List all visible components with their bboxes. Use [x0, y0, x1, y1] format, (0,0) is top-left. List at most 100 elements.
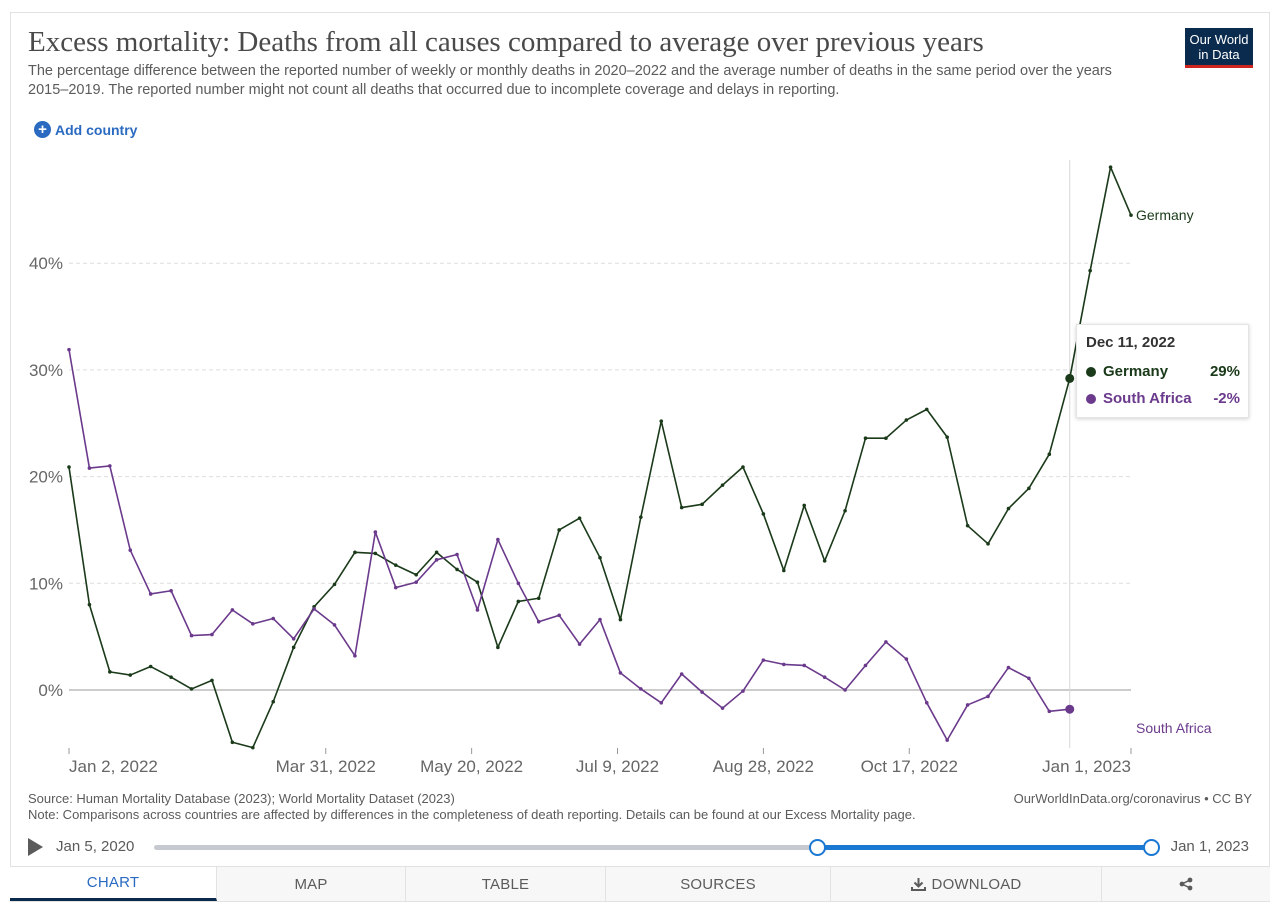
data-point	[639, 515, 643, 519]
data-point	[271, 616, 276, 621]
x-tick-label: Aug 28, 2022	[713, 757, 814, 776]
timeline-end-handle[interactable]	[1143, 839, 1160, 856]
data-point	[1129, 213, 1133, 217]
tooltip-row-germany: Germany 29%	[1086, 358, 1240, 385]
data-point	[393, 563, 398, 567]
data-point	[210, 632, 214, 637]
data-point	[965, 703, 970, 707]
data-point	[1108, 165, 1113, 169]
tooltip: Dec 11, 2022 Germany 29% South Africa -2…	[1076, 324, 1249, 418]
axis-layer: 0% 10% 20% 30% 40% Jan 2, 2022 Mar 31, 2022 May…	[29, 254, 1132, 776]
data-point	[1027, 486, 1031, 491]
data-point	[577, 516, 582, 521]
tooltip-series-value: -2%	[1213, 390, 1240, 407]
data-point	[108, 464, 112, 468]
data-point	[536, 596, 541, 601]
data-point	[577, 642, 582, 646]
data-point	[475, 608, 480, 612]
data-point	[108, 670, 112, 674]
data-point	[353, 654, 357, 658]
data-point	[884, 436, 888, 440]
tooltip-series-value: 29%	[1209, 363, 1240, 380]
add-country-button[interactable]: + Add country	[34, 121, 137, 138]
data-point	[720, 706, 725, 710]
data-point	[863, 436, 868, 440]
data-point	[904, 657, 909, 661]
source-text: Source: Human Mortality Database (2023);…	[28, 791, 455, 806]
data-point	[761, 658, 766, 662]
data-point	[782, 568, 786, 573]
tooltip-series-name: Germany	[1103, 363, 1169, 380]
data-point	[271, 699, 276, 704]
data-point	[986, 542, 990, 546]
data-point	[496, 645, 500, 650]
data-point	[618, 617, 623, 622]
tab-chart[interactable]: CHART	[10, 867, 217, 901]
data-point	[1047, 709, 1052, 714]
data-point	[741, 689, 745, 693]
data-point	[189, 687, 194, 691]
data-point	[332, 623, 337, 627]
tab-sources[interactable]: SOURCES	[606, 867, 831, 901]
data-point	[802, 503, 807, 508]
tab-download[interactable]: DOWNLOAD	[831, 867, 1102, 901]
data-point	[802, 663, 807, 668]
credit-link[interactable]: OurWorldInData.org/coronavirus • CC BY	[1013, 791, 1252, 806]
data-point	[557, 613, 561, 618]
data-point	[536, 619, 541, 624]
data-point	[496, 537, 500, 542]
x-tick-label: Jul 9, 2022	[576, 757, 659, 776]
owid-logo[interactable]: Our World in Data	[1185, 28, 1253, 68]
data-point	[618, 671, 623, 675]
data-point	[679, 505, 684, 510]
data-point	[455, 567, 459, 572]
data-point	[332, 582, 337, 587]
data-point	[373, 551, 378, 556]
data-point	[924, 701, 929, 705]
tab-map[interactable]: MAP	[217, 867, 406, 901]
y-tick-label: 30%	[29, 361, 63, 380]
data-point	[67, 347, 71, 352]
timeline-start-handle[interactable]	[809, 839, 826, 856]
data-point	[1088, 268, 1092, 273]
data-point	[373, 530, 378, 534]
data-point	[230, 608, 235, 612]
chart-subtitle: The percentage difference between the re…	[28, 63, 1112, 98]
highlight-point	[1065, 704, 1075, 714]
data-point	[414, 572, 418, 577]
data-point	[475, 580, 480, 585]
download-icon	[910, 878, 926, 891]
data-point	[782, 662, 786, 667]
data-point	[720, 483, 725, 487]
data-point	[210, 678, 214, 683]
play-icon[interactable]	[28, 838, 43, 856]
y-tick-label: 20%	[29, 468, 63, 487]
data-point	[67, 465, 71, 469]
data-point	[843, 508, 847, 513]
timeline-selected-range	[817, 845, 1151, 850]
logo-line-2: in Data	[1198, 47, 1240, 62]
tab-table[interactable]: TABLE	[406, 867, 606, 901]
data-point	[251, 622, 255, 626]
data-point	[1006, 665, 1011, 670]
tab-bar: CHART MAP TABLE SOURCES DOWNLOAD	[10, 866, 1270, 901]
data-point	[639, 687, 643, 691]
share-icon	[1179, 877, 1193, 891]
data-point	[1047, 452, 1052, 456]
data-point	[516, 599, 521, 604]
series-line-south-africa	[68, 349, 1070, 741]
data-point	[761, 512, 766, 516]
data-point	[189, 633, 194, 638]
data-point	[353, 550, 357, 555]
timeline-track[interactable]	[154, 839, 1160, 856]
data-point	[128, 548, 133, 553]
tab-share[interactable]	[1102, 867, 1270, 901]
data-point	[986, 694, 990, 699]
data-point	[924, 407, 929, 412]
data-point	[434, 558, 439, 562]
data-point	[516, 581, 521, 586]
line-chart[interactable]: 0% 10% 20% 30% 40% Jan 2, 2022 Mar 31, 2022 May…	[0, 0, 1280, 790]
data-point	[87, 466, 92, 470]
data-point	[251, 745, 255, 750]
data-point	[169, 675, 173, 679]
